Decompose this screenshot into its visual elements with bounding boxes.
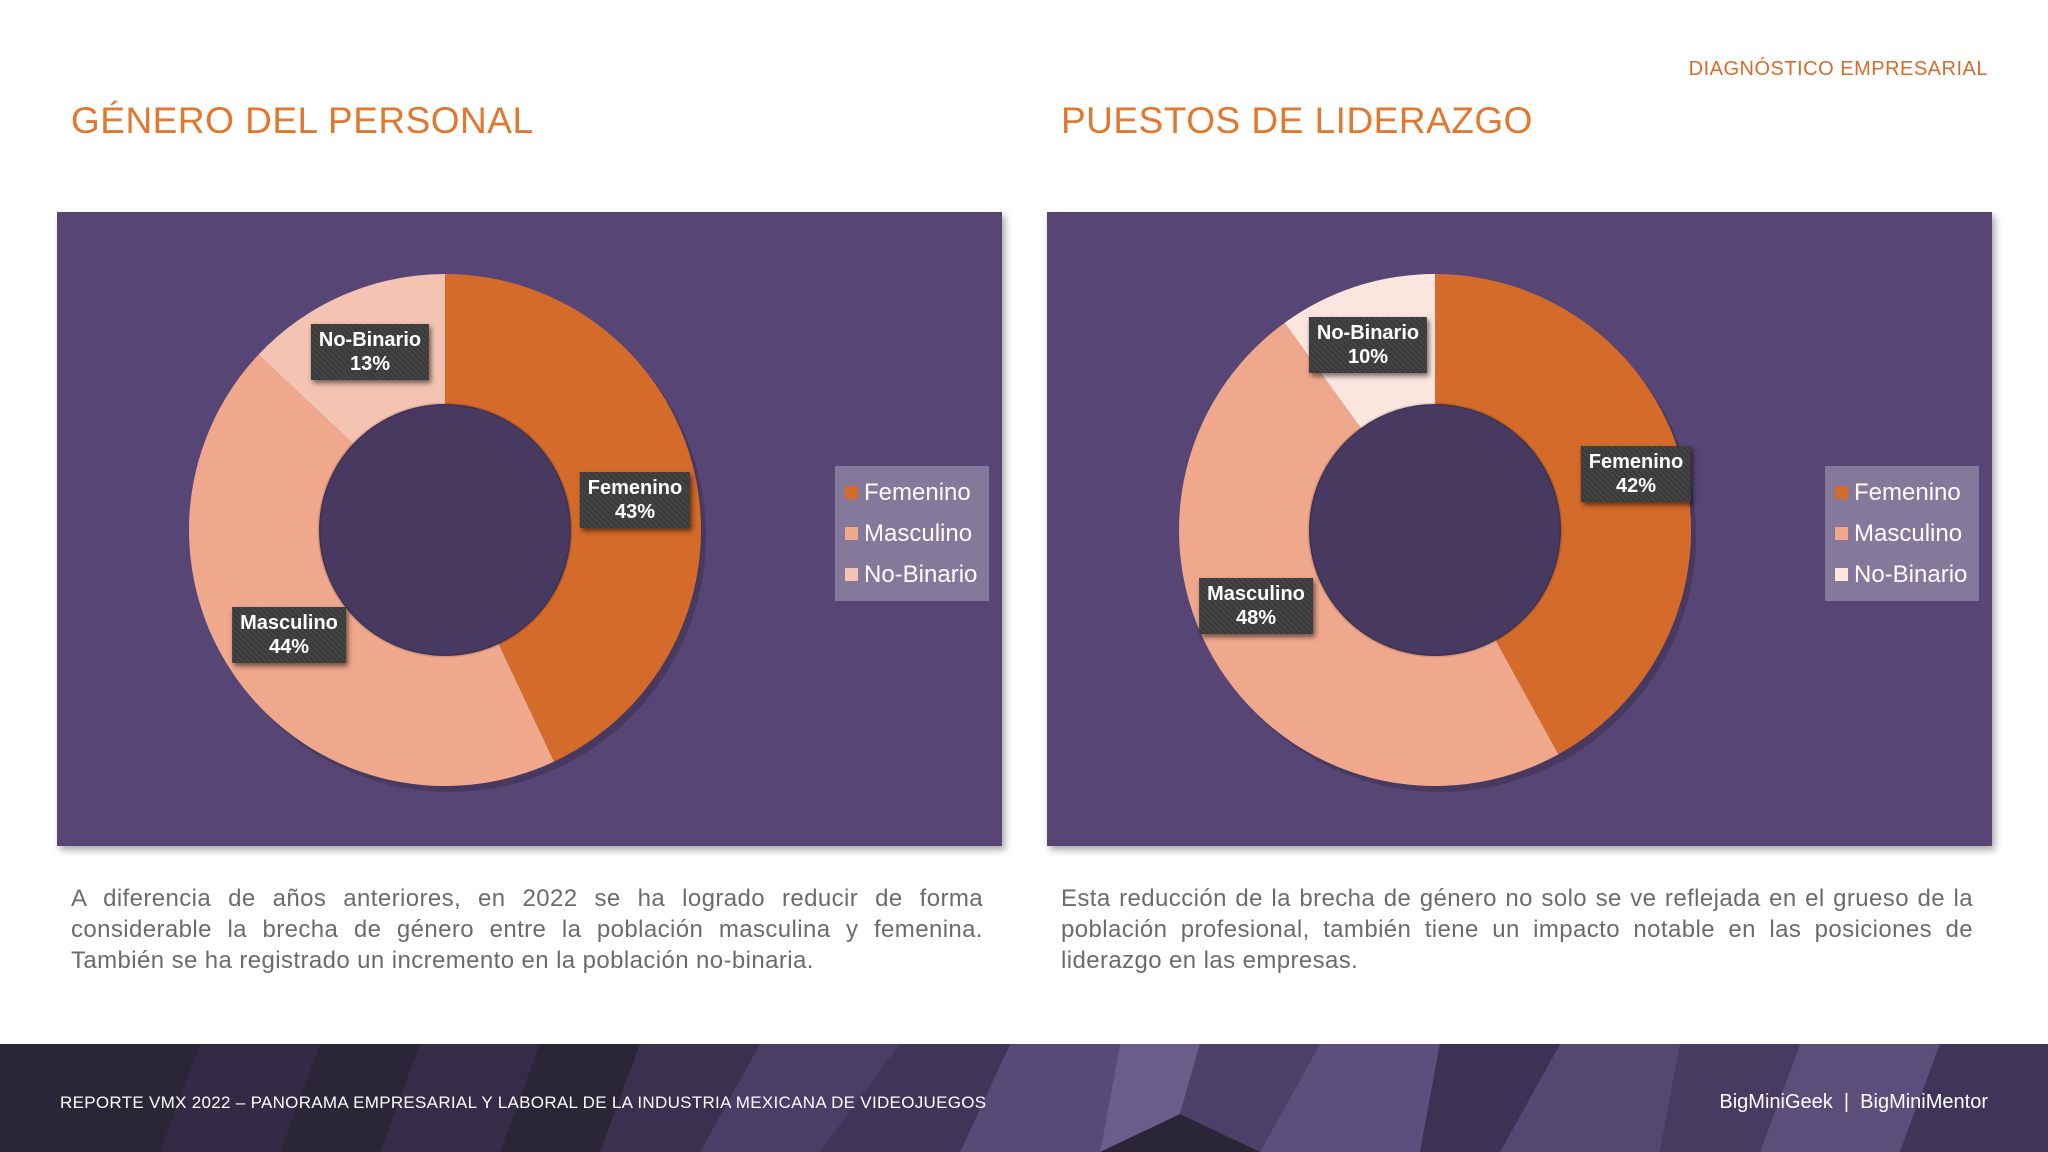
- data-label-no-binario: No-Binario 13%: [310, 324, 430, 380]
- legend-item-masculino: Masculino: [1825, 513, 1979, 554]
- donut-hole-edge: [317, 402, 573, 658]
- footer: REPORTE VMX 2022 – PANORAMA EMPRESARIAL …: [0, 1044, 2048, 1152]
- legend-swatch: [1835, 486, 1848, 499]
- data-label-masculino: Masculino 48%: [1199, 578, 1313, 634]
- header-tag: DIAGNÓSTICO EMPRESARIAL: [1688, 58, 1988, 80]
- legend-swatch: [1835, 527, 1848, 540]
- chart-panel-genero: Femenino Masculino No-Binario Femenino 43% M…: [57, 212, 1002, 846]
- legend-swatch: [1835, 568, 1848, 581]
- legend-item-no-binario: No-Binario: [835, 554, 989, 595]
- legend-label: No-Binario: [1854, 560, 1968, 588]
- legend-swatch: [845, 486, 858, 499]
- legend-item-masculino: Masculino: [835, 513, 989, 554]
- legend-label: Femenino: [1854, 478, 1961, 506]
- legend-label: Masculino: [1854, 519, 1963, 547]
- legend-item-femenino: Femenino: [835, 472, 989, 513]
- donut-chart-genero: [188, 274, 706, 792]
- legend-swatch: [845, 527, 858, 540]
- description-liderazgo: Esta reducción de la brecha de género no…: [1061, 885, 1973, 974]
- legend-label: Masculino: [864, 519, 973, 547]
- data-label-no-binario: No-Binario 10%: [1308, 317, 1428, 373]
- chart-legend: Femenino Masculino No-Binario: [1825, 466, 1979, 601]
- donut-slice-femenino: [445, 274, 701, 762]
- legend-item-no-binario: No-Binario: [1825, 554, 1979, 595]
- description-genero: A diferencia de años anteriores, en 2022…: [71, 885, 983, 974]
- donut-slice-masculino: [1179, 322, 1559, 787]
- section-title-liderazgo: PUESTOS DE LIDERAZGO: [1061, 100, 1533, 141]
- legend-label: Femenino: [864, 478, 971, 506]
- donut-slice-masculino: [188, 354, 554, 786]
- legend-label: No-Binario: [864, 560, 978, 588]
- chart-panel-liderazgo: Femenino Masculino No-Binario Femenino 42% M…: [1047, 212, 1992, 846]
- donut-hole-edge: [1307, 402, 1563, 658]
- data-label-femenino: Femenino 42%: [1580, 446, 1692, 502]
- footer-background-pattern: [160, 1044, 2048, 1152]
- data-label-femenino: Femenino 43%: [579, 472, 691, 528]
- legend-item-femenino: Femenino: [1825, 472, 1979, 513]
- legend-swatch: [845, 568, 858, 581]
- section-title-genero: GÉNERO DEL PERSONAL: [71, 100, 534, 141]
- data-label-masculino: Masculino 44%: [232, 607, 346, 663]
- donut-slice-femenino: [1435, 274, 1692, 755]
- footer-report-title: REPORTE VMX 2022 – PANORAMA EMPRESARIAL …: [60, 1093, 987, 1112]
- chart-legend: Femenino Masculino No-Binario: [835, 466, 989, 601]
- footer-brands: BigMiniGeek | BigMiniMentor: [1719, 1091, 1988, 1113]
